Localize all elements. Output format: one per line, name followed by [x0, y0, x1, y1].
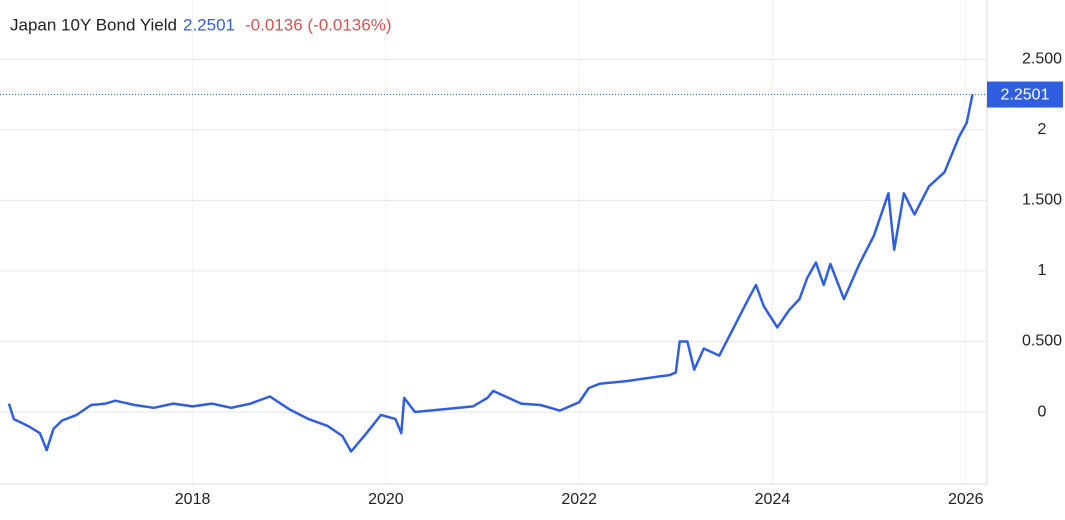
last-value-tag	[987, 81, 1063, 108]
y-tick-label: 0	[1038, 403, 1047, 420]
chart-title: Japan 10Y Bond Yield	[10, 15, 177, 34]
x-tick-label: 2026	[948, 491, 984, 508]
y-tick-label: 1	[1038, 262, 1047, 279]
line	[7, 94, 974, 453]
y-tick-label: 0.500	[1022, 333, 1062, 350]
y-tick-label: 2.500	[1022, 50, 1062, 67]
x-tick-label: 2020	[368, 491, 404, 508]
last-value: 2.2501	[183, 15, 235, 34]
x-tick-label: 2018	[175, 491, 211, 508]
y-tick-label: 1.500	[1022, 192, 1062, 209]
last-value-tag-label: 2.2501	[1001, 87, 1050, 104]
x-tick-label: 2024	[755, 491, 791, 508]
change: -0.0136 (-0.0136%)	[245, 15, 391, 34]
y-tick-label: 2	[1038, 121, 1047, 138]
x-tick-label: 2022	[561, 491, 597, 508]
